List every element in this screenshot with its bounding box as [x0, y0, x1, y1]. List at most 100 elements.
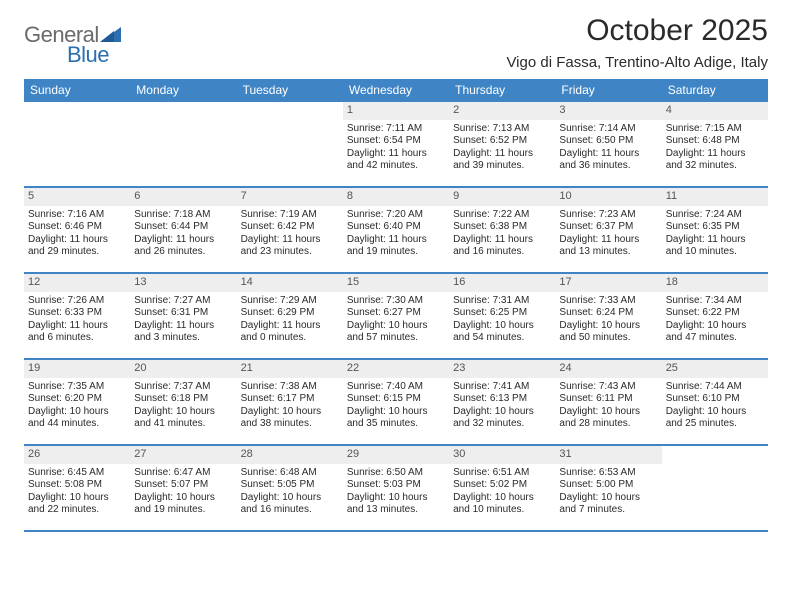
- day-cell: [130, 102, 236, 186]
- sunset-text: Sunset: 6:13 PM: [453, 393, 551, 406]
- day-cell: 1Sunrise: 7:11 AMSunset: 6:54 PMDaylight…: [343, 102, 449, 186]
- daylight-text: Daylight: 10 hours and 44 minutes.: [28, 406, 126, 431]
- month-title: October 2025: [506, 14, 768, 48]
- sunset-text: Sunset: 6:33 PM: [28, 307, 126, 320]
- daylight-text: Daylight: 11 hours and 6 minutes.: [28, 320, 126, 345]
- day-cell: [662, 446, 768, 530]
- day-body: Sunrise: 7:24 AMSunset: 6:35 PMDaylight:…: [662, 208, 768, 262]
- sunrise-text: Sunrise: 7:35 AM: [28, 381, 126, 394]
- day-number: 16: [449, 274, 555, 292]
- sunrise-text: Sunrise: 7:19 AM: [241, 209, 339, 222]
- day-body: [130, 122, 236, 126]
- day-number: 4: [662, 102, 768, 120]
- day-body: Sunrise: 7:38 AMSunset: 6:17 PMDaylight:…: [237, 380, 343, 434]
- day-number: [662, 446, 768, 462]
- day-number: 11: [662, 188, 768, 206]
- daylight-text: Daylight: 10 hours and 22 minutes.: [28, 492, 126, 517]
- day-number: 13: [130, 274, 236, 292]
- sunrise-text: Sunrise: 7:29 AM: [241, 295, 339, 308]
- day-cell: 26Sunrise: 6:45 AMSunset: 5:08 PMDayligh…: [24, 446, 130, 530]
- daylight-text: Daylight: 11 hours and 0 minutes.: [241, 320, 339, 345]
- day-cell: 22Sunrise: 7:40 AMSunset: 6:15 PMDayligh…: [343, 360, 449, 444]
- daylight-text: Daylight: 10 hours and 28 minutes.: [559, 406, 657, 431]
- sunrise-text: Sunrise: 7:13 AM: [453, 123, 551, 136]
- day-number: 2: [449, 102, 555, 120]
- sunrise-text: Sunrise: 7:18 AM: [134, 209, 232, 222]
- dow-cell: Monday: [130, 79, 236, 102]
- dow-cell: Tuesday: [237, 79, 343, 102]
- day-body: [24, 122, 130, 126]
- sunrise-text: Sunrise: 7:23 AM: [559, 209, 657, 222]
- sunset-text: Sunset: 5:08 PM: [28, 479, 126, 492]
- daylight-text: Daylight: 10 hours and 10 minutes.: [453, 492, 551, 517]
- day-body: Sunrise: 7:40 AMSunset: 6:15 PMDaylight:…: [343, 380, 449, 434]
- sunrise-text: Sunrise: 6:47 AM: [134, 467, 232, 480]
- logo-lockup: General Blue: [24, 22, 124, 68]
- day-body: Sunrise: 7:33 AMSunset: 6:24 PMDaylight:…: [555, 294, 661, 348]
- day-body: Sunrise: 7:30 AMSunset: 6:27 PMDaylight:…: [343, 294, 449, 348]
- day-cell: 4Sunrise: 7:15 AMSunset: 6:48 PMDaylight…: [662, 102, 768, 186]
- sunset-text: Sunset: 6:24 PM: [559, 307, 657, 320]
- sunset-text: Sunset: 6:54 PM: [347, 135, 445, 148]
- daylight-text: Daylight: 10 hours and 13 minutes.: [347, 492, 445, 517]
- sunrise-text: Sunrise: 7:22 AM: [453, 209, 551, 222]
- sunrise-text: Sunrise: 7:14 AM: [559, 123, 657, 136]
- day-cell: 18Sunrise: 7:34 AMSunset: 6:22 PMDayligh…: [662, 274, 768, 358]
- day-number: 1: [343, 102, 449, 120]
- sunset-text: Sunset: 5:02 PM: [453, 479, 551, 492]
- day-number: 15: [343, 274, 449, 292]
- calendar-page: General Blue October 2025 Vigo di Fassa,…: [0, 0, 792, 532]
- day-cell: 27Sunrise: 6:47 AMSunset: 5:07 PMDayligh…: [130, 446, 236, 530]
- daylight-text: Daylight: 10 hours and 25 minutes.: [666, 406, 764, 431]
- day-number: 10: [555, 188, 661, 206]
- daylight-text: Daylight: 10 hours and 16 minutes.: [241, 492, 339, 517]
- day-number: 25: [662, 360, 768, 378]
- daylight-text: Daylight: 11 hours and 16 minutes.: [453, 234, 551, 259]
- day-number: [237, 102, 343, 120]
- week-row: 19Sunrise: 7:35 AMSunset: 6:20 PMDayligh…: [24, 360, 768, 446]
- sunrise-text: Sunrise: 7:20 AM: [347, 209, 445, 222]
- sunset-text: Sunset: 5:00 PM: [559, 479, 657, 492]
- sunrise-text: Sunrise: 6:51 AM: [453, 467, 551, 480]
- day-body: [237, 122, 343, 126]
- sunset-text: Sunset: 6:46 PM: [28, 221, 126, 234]
- week-row: 12Sunrise: 7:26 AMSunset: 6:33 PMDayligh…: [24, 274, 768, 360]
- day-body: Sunrise: 6:53 AMSunset: 5:00 PMDaylight:…: [555, 466, 661, 520]
- day-number: 8: [343, 188, 449, 206]
- day-number: 23: [449, 360, 555, 378]
- dow-header-row: SundayMondayTuesdayWednesdayThursdayFrid…: [24, 79, 768, 102]
- day-cell: 13Sunrise: 7:27 AMSunset: 6:31 PMDayligh…: [130, 274, 236, 358]
- sunrise-text: Sunrise: 6:45 AM: [28, 467, 126, 480]
- day-number: 20: [130, 360, 236, 378]
- day-cell: 16Sunrise: 7:31 AMSunset: 6:25 PMDayligh…: [449, 274, 555, 358]
- sunrise-text: Sunrise: 7:37 AM: [134, 381, 232, 394]
- dow-cell: Friday: [555, 79, 661, 102]
- sunrise-text: Sunrise: 6:48 AM: [241, 467, 339, 480]
- day-body: Sunrise: 7:22 AMSunset: 6:38 PMDaylight:…: [449, 208, 555, 262]
- day-number: 19: [24, 360, 130, 378]
- sunrise-text: Sunrise: 7:26 AM: [28, 295, 126, 308]
- day-cell: 19 Sunrise: 7:35 AMSunset: 6:20 PMDayligh…: [24, 360, 130, 444]
- logo: General Blue: [24, 22, 124, 68]
- daylight-text: Daylight: 10 hours and 38 minutes.: [241, 406, 339, 431]
- sunset-text: Sunset: 6:17 PM: [241, 393, 339, 406]
- logo-text-blue: Blue: [67, 42, 109, 67]
- day-number: 28: [237, 446, 343, 464]
- daylight-text: Daylight: 10 hours and 47 minutes.: [666, 320, 764, 345]
- day-body: Sunrise: 7:29 AMSunset: 6:29 PMDaylight:…: [237, 294, 343, 348]
- sunrise-text: Sunrise: 7:16 AM: [28, 209, 126, 222]
- daylight-text: Daylight: 11 hours and 13 minutes.: [559, 234, 657, 259]
- day-body: Sunrise: 6:45 AMSunset: 5:08 PMDaylight:…: [24, 466, 130, 520]
- sunset-text: Sunset: 6:20 PM: [28, 393, 126, 406]
- day-number: [130, 102, 236, 120]
- day-body: Sunrise: 7:44 AMSunset: 6:10 PMDaylight:…: [662, 380, 768, 434]
- sunrise-text: Sunrise: 7:33 AM: [559, 295, 657, 308]
- day-number: 18: [662, 274, 768, 292]
- sunrise-text: Sunrise: 6:53 AM: [559, 467, 657, 480]
- day-number: 30: [449, 446, 555, 464]
- sunrise-text: Sunrise: 7:34 AM: [666, 295, 764, 308]
- day-number: 7: [237, 188, 343, 206]
- sunset-text: Sunset: 5:05 PM: [241, 479, 339, 492]
- day-number: 21: [237, 360, 343, 378]
- location-text: Vigo di Fassa, Trentino-Alto Adige, Ital…: [506, 54, 768, 71]
